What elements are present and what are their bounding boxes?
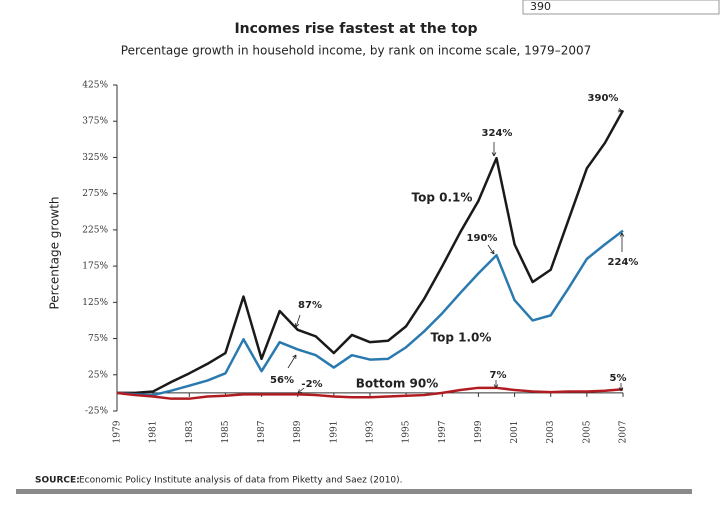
x-tick-label: 1979 bbox=[113, 420, 123, 443]
y-tick-label: 175% bbox=[82, 262, 108, 272]
annotation: 56% bbox=[270, 375, 294, 386]
frame-shadow bbox=[16, 489, 692, 494]
annotation-arrowhead bbox=[490, 249, 495, 255]
annotation-arrowhead bbox=[493, 384, 499, 389]
x-tick-label: 1981 bbox=[149, 421, 159, 444]
series-line bbox=[116, 386, 624, 400]
annotation: 324% bbox=[482, 128, 513, 139]
series-label: Bottom 90% bbox=[356, 377, 439, 391]
annotation-arrowhead bbox=[619, 232, 625, 237]
annotation: 224% bbox=[608, 257, 639, 268]
annotation-arrow bbox=[287, 354, 297, 369]
series-line bbox=[117, 109, 625, 395]
y-tick-label: 425% bbox=[82, 81, 108, 91]
x-tick-label: 2005 bbox=[582, 420, 592, 443]
x-tick-label: 1993 bbox=[366, 420, 376, 443]
x-tick-label: 2007 bbox=[619, 420, 629, 443]
source-label: SOURCE: bbox=[35, 476, 80, 486]
annotation: 7% bbox=[490, 370, 507, 381]
source: Economic Policy Institute analysis of da… bbox=[79, 476, 403, 486]
annotation: -2% bbox=[301, 379, 322, 390]
annotation: 5% bbox=[610, 373, 627, 384]
annotation: 87% bbox=[298, 300, 322, 311]
y-tick-label: 75% bbox=[88, 334, 108, 344]
annotation-arrow bbox=[297, 387, 305, 394]
x-tick-label: 1995 bbox=[402, 420, 412, 443]
series-line bbox=[116, 229, 624, 397]
x-tick-label: 1997 bbox=[438, 420, 448, 443]
annotation-arrow bbox=[487, 244, 495, 255]
annotation: 390% bbox=[588, 93, 619, 104]
y-tick-label: 275% bbox=[82, 189, 108, 199]
y-tick-label: 25% bbox=[88, 370, 108, 380]
y-tick-label: -25% bbox=[85, 407, 108, 417]
input-value[interactable]: 390 bbox=[530, 0, 551, 13]
y-tick-label: 125% bbox=[82, 298, 108, 308]
annotation-arrowhead bbox=[618, 387, 624, 392]
y-tick-label: 325% bbox=[82, 153, 108, 163]
chart-title: Incomes rise fastest at the top bbox=[234, 21, 477, 37]
series-label: Top 0.1% bbox=[412, 191, 473, 205]
annotation-arrow bbox=[295, 314, 301, 328]
annotation-arrowhead bbox=[297, 389, 303, 394]
input-box[interactable] bbox=[522, 0, 720, 15]
annotation-arrowhead bbox=[491, 152, 497, 157]
x-tick-label: 1985 bbox=[221, 420, 231, 443]
y-tick-label: 225% bbox=[82, 225, 108, 235]
annotation: 190% bbox=[467, 233, 498, 244]
x-tick-label: 1991 bbox=[329, 421, 339, 444]
series-label: Top 1.0% bbox=[431, 331, 492, 345]
y-axis-label: Percentage growth bbox=[48, 196, 62, 309]
x-tick-label: 1999 bbox=[474, 420, 484, 443]
x-tick-label: 1983 bbox=[185, 420, 195, 443]
annotation-arrowhead bbox=[292, 354, 297, 360]
x-tick-label: 1987 bbox=[257, 420, 267, 443]
x-tick-label: 2001 bbox=[510, 421, 520, 444]
x-tick-label: 1989 bbox=[293, 420, 303, 443]
y-tick-label: 375% bbox=[82, 117, 108, 127]
chart-subtitle: Percentage growth in household income, b… bbox=[121, 44, 591, 58]
annotation-arrowhead bbox=[294, 322, 300, 328]
annotation-arrowhead bbox=[618, 107, 623, 113]
x-tick-label: 2003 bbox=[546, 420, 556, 443]
